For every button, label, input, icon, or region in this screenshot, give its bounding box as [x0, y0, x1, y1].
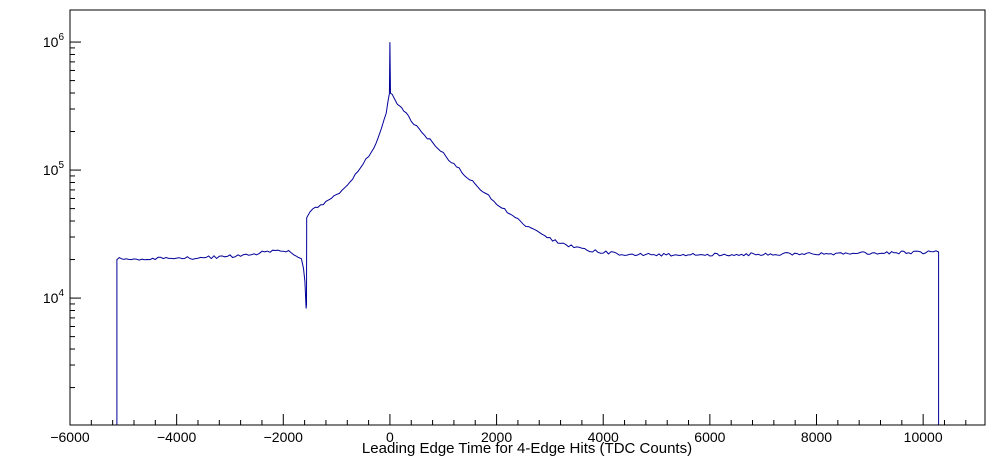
axis-labels: −6000 −4000 −2000 0 2000 4000 6000 8000 10000104…: [43, 32, 943, 445]
x-tick-label: −6000: [50, 429, 90, 445]
x-tick-label: 0: [386, 429, 394, 445]
axis-ticks: [69, 41, 967, 425]
x-axis-title: Leading Edge Time for 4-Edge Hits (TDC C…: [362, 440, 692, 457]
series-line: [116, 42, 940, 425]
x-tick-label: 4000: [588, 429, 619, 445]
plot-frame: [69, 9, 986, 426]
x-tick-label: −2000: [264, 429, 304, 445]
x-tick-label: 8000: [801, 429, 832, 445]
x-tick-label: 10000: [904, 429, 943, 445]
x-tick-label: 6000: [694, 429, 725, 445]
x-tick-label: −4000: [157, 429, 197, 445]
x-tick-label: 2000: [481, 429, 512, 445]
